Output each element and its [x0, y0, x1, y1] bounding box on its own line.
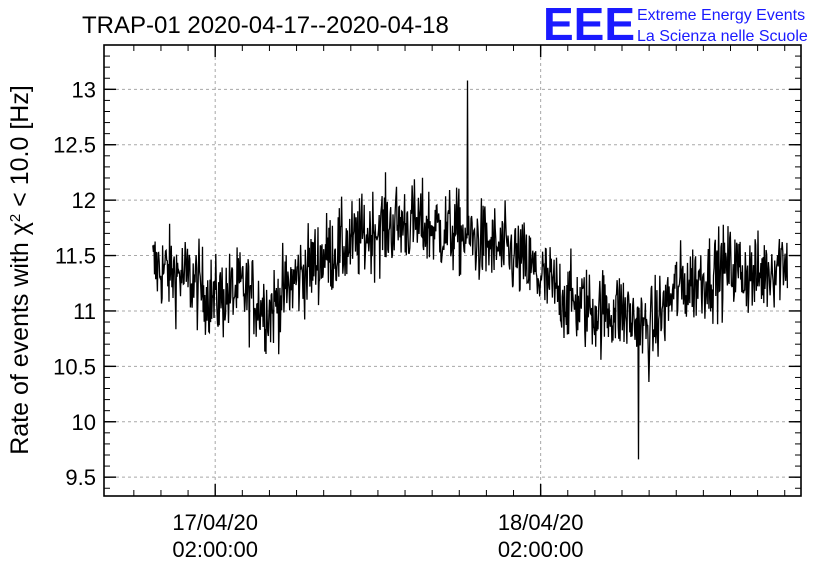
x-tick-date: 18/04/20 — [498, 510, 584, 535]
y-tick-label: 12.5 — [53, 133, 96, 158]
y-tick-label: 11.5 — [55, 244, 96, 269]
axis-ticks — [104, 45, 801, 496]
y-tick-label: 12 — [72, 188, 96, 213]
series-line — [152, 80, 789, 460]
y-tick-label: 11 — [73, 299, 96, 324]
x-tick-time: 02:00:00 — [498, 537, 584, 562]
y-tick-label: 10 — [72, 410, 96, 435]
y-tick-label: 9.5 — [65, 465, 96, 490]
y-tick-labels: 9.5 10 10.5 11 11.5 12 12.5 13 — [53, 77, 96, 490]
logo-mark: EEE — [543, 0, 635, 50]
y-axis-label: Rate of events with χ2 < 10.0 [Hz] — [6, 85, 34, 455]
plot-frame — [103, 44, 802, 497]
x-tick-date: 17/04/20 — [172, 510, 258, 535]
series-path — [152, 80, 789, 460]
logo-line-2: La Scienza nelle Scuole — [637, 28, 808, 45]
eee-logo: EEE Extreme Energy Events La Scienza nel… — [543, 0, 808, 50]
y-tick-label: 10.5 — [53, 354, 96, 379]
chart-title: TRAP-01 2020-04-17--2020-04-18 — [82, 12, 449, 39]
grid — [104, 45, 801, 496]
x-tick-time: 02:00:00 — [172, 537, 258, 562]
logo-line-1: Extreme Energy Events — [637, 7, 805, 24]
y-tick-label: 13 — [72, 77, 96, 102]
